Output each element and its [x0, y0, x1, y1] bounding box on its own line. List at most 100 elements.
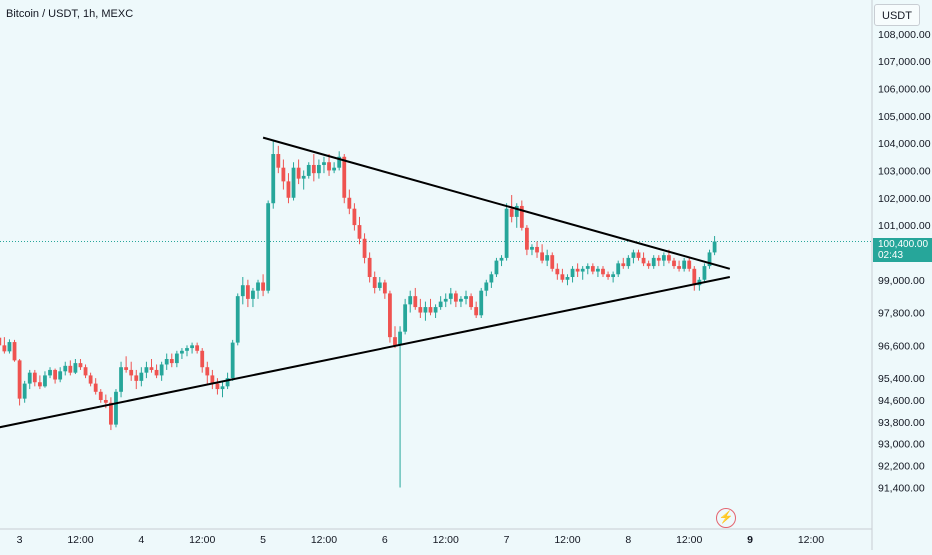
candle: [372, 271, 377, 294]
candle: [656, 255, 661, 267]
candle: [459, 296, 463, 308]
candle: [327, 154, 331, 176]
candle: [109, 397, 113, 431]
price-axis[interactable]: 108,000.00 107,000.00 106,000.00 105,000.00…: [878, 29, 931, 495]
time-tick-label: 12:00: [554, 534, 580, 546]
candle: [322, 156, 326, 174]
time-tick-label: 12:00: [67, 534, 93, 546]
price-tick-label: 104,000.00: [878, 138, 931, 150]
time-tick-label: 12:00: [798, 534, 824, 546]
candle: [119, 361, 123, 398]
candle: [408, 290, 413, 313]
candle: [428, 298, 433, 316]
candle: [590, 263, 595, 275]
candle: [606, 271, 610, 280]
candle: [291, 162, 296, 201]
candle: [661, 252, 666, 267]
candle: [687, 257, 692, 272]
candle: [124, 356, 129, 373]
candle: [73, 359, 78, 375]
candle: [504, 203, 509, 261]
time-tick-label: 12:00: [189, 534, 215, 546]
time-tick-label: 12:00: [311, 534, 337, 546]
candle: [0, 337, 2, 346]
candle: [271, 140, 276, 209]
candle: [352, 203, 357, 231]
candle: [27, 369, 32, 390]
time-tick-label: 12:00: [433, 534, 459, 546]
candle: [281, 159, 286, 190]
candle: [114, 389, 118, 428]
triangle-trendlines: [0, 136, 731, 429]
candle: [332, 162, 337, 174]
candle: [469, 293, 473, 310]
candle: [220, 380, 225, 398]
candle: [403, 298, 408, 335]
candle: [530, 244, 534, 256]
price-tick-label: 102,000.00: [878, 193, 931, 205]
candle: [448, 287, 453, 305]
candle: [256, 279, 260, 299]
candle: [631, 249, 636, 264]
candle: [540, 244, 545, 264]
candle: [185, 345, 189, 357]
candle: [180, 348, 184, 360]
candle: [474, 301, 479, 319]
candle: [509, 195, 514, 223]
candle: [347, 189, 352, 215]
price-tick-label: 91,400.00: [878, 482, 925, 494]
candle: [144, 361, 149, 379]
candle: [712, 236, 717, 256]
candle: [560, 268, 565, 283]
candle: [200, 348, 205, 373]
candle: [43, 371, 47, 388]
candle: [484, 279, 489, 297]
price-tick-label: 96,600.00: [878, 340, 925, 352]
candle: [230, 339, 235, 381]
candle: [443, 293, 448, 308]
time-tick-label: 6: [382, 534, 388, 546]
candle: [433, 304, 438, 319]
candle: [626, 255, 631, 269]
candle: [240, 277, 245, 305]
candle: [580, 266, 585, 280]
candle: [68, 360, 73, 376]
candle: [7, 339, 12, 354]
candle: [48, 367, 52, 379]
candle: [149, 359, 154, 373]
candle: [545, 249, 550, 267]
candle: [438, 296, 443, 310]
currency-selector[interactable]: USDT: [874, 4, 920, 26]
candle: [707, 249, 712, 269]
time-axis[interactable]: 3 12:00 4 12:00 5 12:00 6 12:00 7 12:00 8 12:00 9 12:…: [17, 534, 825, 546]
time-tick-label: 4: [138, 534, 144, 546]
candle: [585, 263, 590, 275]
lightning-logo-icon: ⚡: [716, 508, 736, 528]
trendline-upper[interactable]: [262, 136, 731, 270]
candle: [301, 170, 306, 190]
candle: [641, 252, 646, 267]
candle: [702, 263, 707, 283]
candle: [261, 274, 265, 297]
candle: [154, 364, 159, 379]
candle: [464, 290, 468, 305]
candle: [453, 290, 458, 308]
candles: [0, 140, 717, 488]
candle: [423, 301, 428, 321]
candle: [519, 200, 524, 231]
candle: [611, 271, 616, 283]
candle: [93, 378, 98, 395]
candle: [316, 159, 321, 179]
candle: [682, 257, 687, 272]
trendline-lower[interactable]: [0, 276, 731, 429]
price-tick-label: 97,800.00: [878, 308, 925, 320]
candle: [78, 359, 83, 370]
last-price-tag: 100,400.00 02:43: [873, 238, 932, 262]
price-tick-label: 108,000.00: [878, 29, 931, 41]
candle: [575, 263, 580, 278]
candle: [616, 260, 621, 278]
price-tick-label: 93,000.00: [878, 439, 925, 451]
candle: [499, 255, 504, 267]
